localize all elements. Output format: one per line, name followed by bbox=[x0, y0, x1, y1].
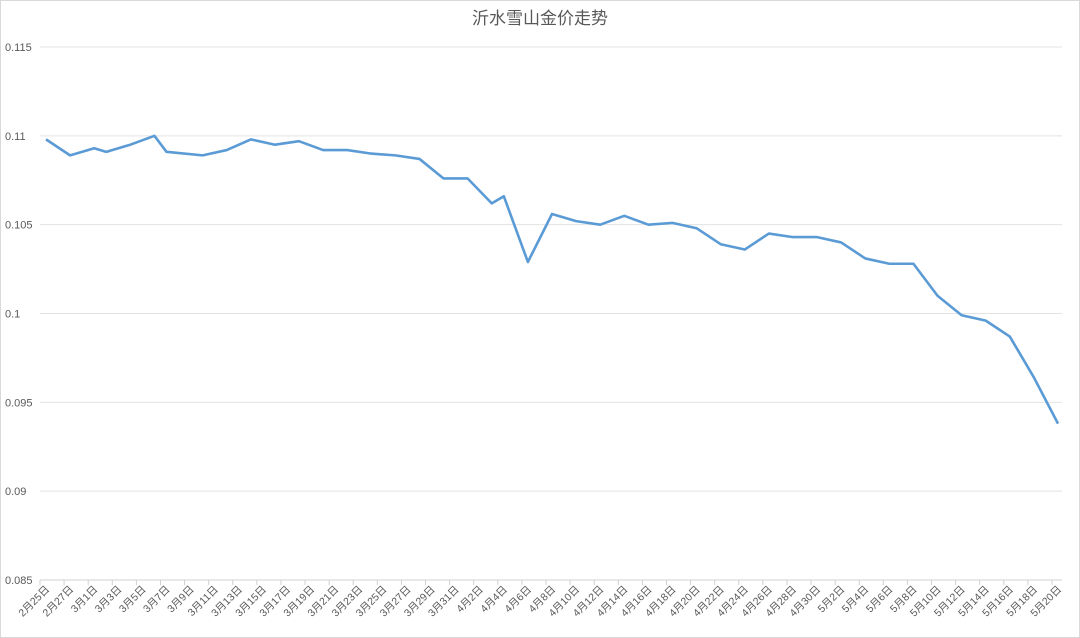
y-tick-label: 0.085 bbox=[5, 575, 33, 587]
y-tick-label: 0.11 bbox=[5, 131, 26, 143]
y-tick-label: 0.09 bbox=[5, 486, 26, 498]
x-axis: 2月25日2月27日3月1日3月3日3月5日3月7日3月9日3月11日3月13日… bbox=[16, 580, 1064, 619]
y-tick-label: 0.095 bbox=[5, 397, 33, 409]
chart-title: 沂水雪山金价走势 bbox=[472, 9, 608, 28]
y-tick-label: 0.105 bbox=[5, 220, 33, 232]
y-tick-label: 0.115 bbox=[5, 42, 32, 54]
y-tick-label: 0.1 bbox=[5, 309, 20, 321]
price-line bbox=[45, 134, 1060, 425]
y-axis: 0.085 0.09 0.095 0.1 0.105 0.11 0.115 bbox=[5, 42, 33, 587]
series-group bbox=[45, 134, 1060, 425]
gridlines bbox=[40, 46, 1062, 581]
